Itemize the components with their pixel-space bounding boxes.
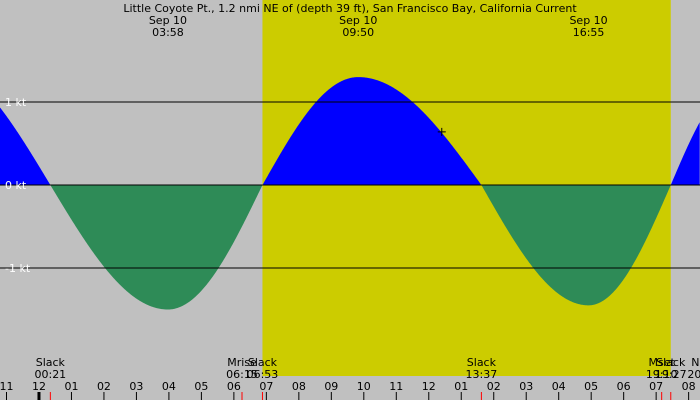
hour-label-7: 06 xyxy=(227,380,241,393)
slack-label-0: Slack xyxy=(36,356,66,369)
current-time-marker xyxy=(437,127,446,136)
slack-label-2: Slack xyxy=(467,356,497,369)
current-area xyxy=(0,77,700,310)
flood-area-4 xyxy=(671,122,700,185)
extremum-date-1: Sep 10 xyxy=(339,14,377,27)
hour-label-2: 01 xyxy=(64,380,78,393)
slack-time-2: 13:37 xyxy=(466,368,498,381)
extremum-time-1: 09:50 xyxy=(342,26,374,39)
slack-time-3: 19:27 xyxy=(655,368,687,381)
hour-label-14: 01 xyxy=(454,380,468,393)
hour-label-21: 08 xyxy=(682,380,696,393)
hour-label-18: 05 xyxy=(584,380,598,393)
hour-label-16: 03 xyxy=(519,380,533,393)
grid-lines xyxy=(0,101,700,400)
extremum-date-0: Sep 10 xyxy=(149,14,187,27)
hour-label-15: 02 xyxy=(487,380,501,393)
hour-label-20: 07 xyxy=(649,380,663,393)
slack-label-1: Slack xyxy=(248,356,278,369)
y-tick-label-2: -1 kt xyxy=(5,262,31,275)
hour-label-19: 06 xyxy=(617,380,631,393)
hour-label-5: 04 xyxy=(162,380,176,393)
now-bar xyxy=(37,392,41,400)
y-tick-label-1: 0 kt xyxy=(5,179,27,192)
moon-time-1: 19:10 xyxy=(646,368,678,381)
new-moon-label: New xyxy=(691,356,700,369)
slack-time-0: 00:21 xyxy=(34,368,66,381)
extremum-time-2: 16:55 xyxy=(573,26,605,39)
flood-area-0 xyxy=(0,107,51,185)
markers xyxy=(437,127,446,136)
moon-label-0: Mrise xyxy=(227,356,257,369)
slack-label-3: Slack xyxy=(656,356,686,369)
ebb-area-1 xyxy=(50,185,263,310)
labels: Little Coyote Pt., 1.2 nmi NE of (depth … xyxy=(0,2,700,393)
moon-time-0: 06:15 xyxy=(226,368,258,381)
hour-label-13: 12 xyxy=(422,380,436,393)
y-tick-label-0: 1 kt xyxy=(5,96,27,109)
hour-label-1: 12 xyxy=(32,380,46,393)
chart-title: Little Coyote Pt., 1.2 nmi NE of (depth … xyxy=(123,2,577,15)
flood-area-2 xyxy=(263,77,481,185)
extremum-time-0: 03:58 xyxy=(152,26,184,39)
new-moon-time: 20:27 xyxy=(687,368,700,381)
moon-label-1: Mset xyxy=(649,356,676,369)
hour-label-8: 07 xyxy=(259,380,273,393)
hour-label-11: 10 xyxy=(357,380,371,393)
slack-time-1: 06:53 xyxy=(247,368,279,381)
hour-label-9: 08 xyxy=(292,380,306,393)
hour-label-3: 02 xyxy=(97,380,111,393)
extremum-date-2: Sep 10 xyxy=(569,14,607,27)
hour-label-0: 11 xyxy=(0,380,13,393)
hour-label-12: 11 xyxy=(389,380,403,393)
hour-label-4: 03 xyxy=(129,380,143,393)
hour-label-17: 04 xyxy=(552,380,566,393)
hour-label-6: 05 xyxy=(194,380,208,393)
hour-label-10: 09 xyxy=(324,380,338,393)
ebb-area-3 xyxy=(481,185,671,306)
